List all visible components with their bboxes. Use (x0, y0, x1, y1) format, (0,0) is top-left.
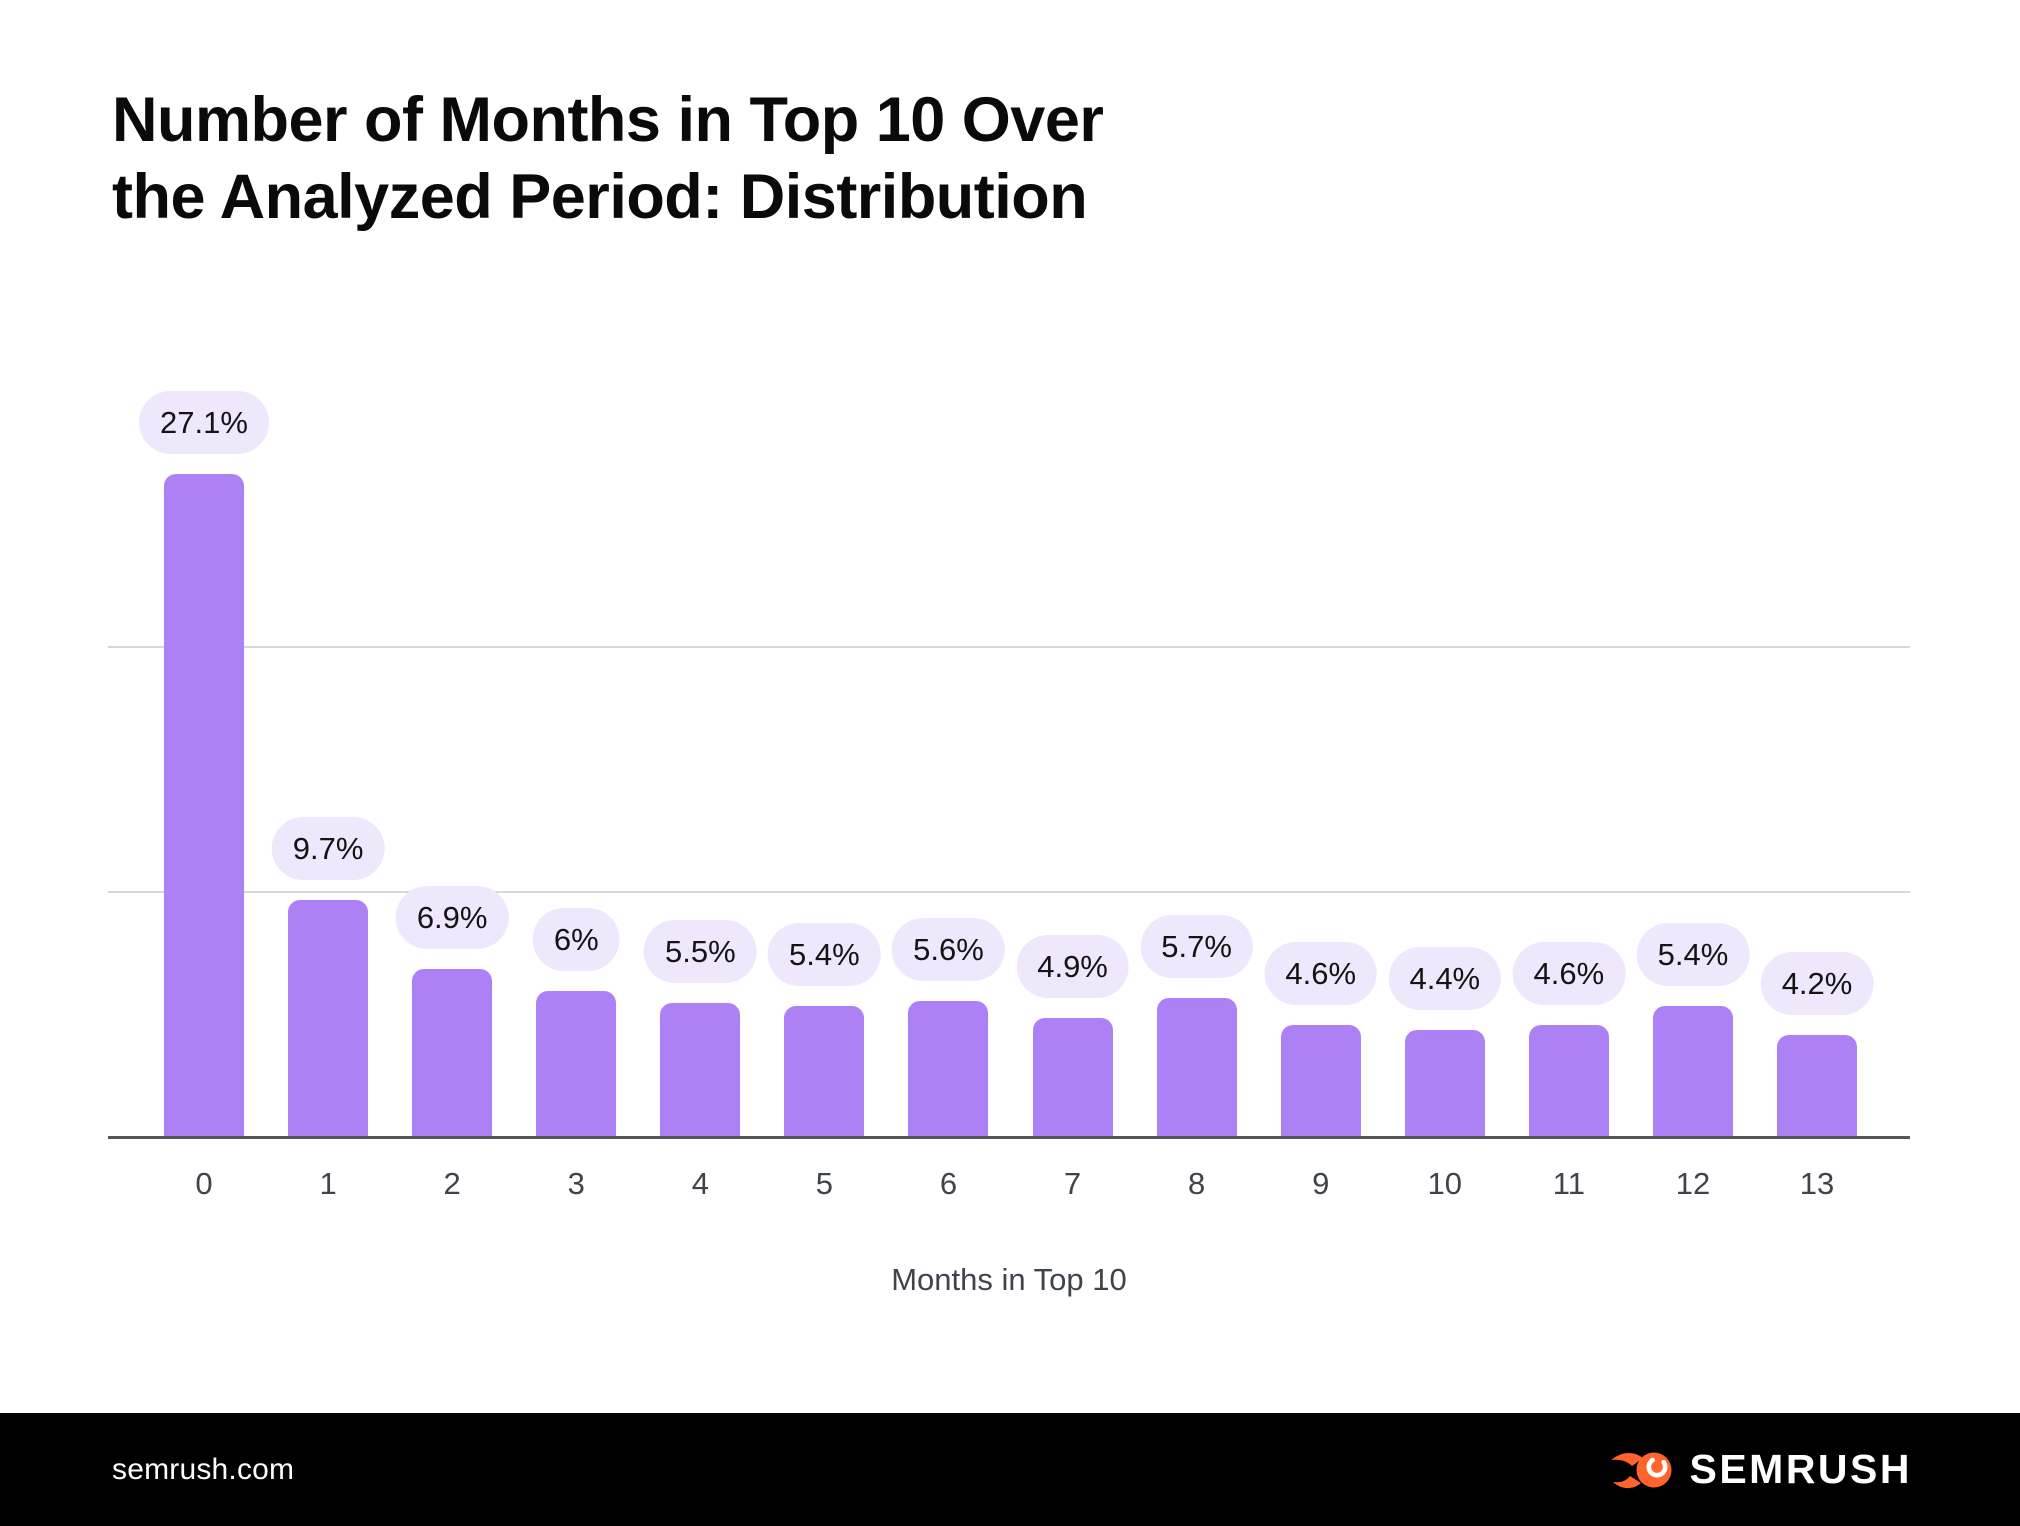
x-axis-title: Months in Top 10 (891, 1262, 1127, 1297)
value-label-pill: 5.4% (768, 923, 881, 986)
value-label-pill: 9.7% (271, 817, 385, 880)
gridline-10pct (108, 891, 1910, 893)
value-label-pill: 6.9% (395, 886, 509, 949)
value-label-pill: 4.2% (1760, 952, 1874, 1015)
value-label-pill: 5.7% (1140, 915, 1253, 978)
x-tick-label: 2 (443, 1166, 461, 1201)
value-label-pill: 6% (532, 908, 620, 971)
x-tick-label: 10 (1427, 1166, 1463, 1201)
bar (1404, 1030, 1485, 1138)
semrush-flame-icon (1611, 1452, 1672, 1488)
bar (288, 900, 369, 1138)
bar (536, 991, 617, 1138)
value-label-pill: 4.4% (1388, 947, 1502, 1010)
chart-title: Number of Months in Top 10 Over the Anal… (112, 85, 1104, 232)
x-tick-label: 3 (567, 1166, 585, 1201)
value-label-pill: 4.6% (1512, 942, 1626, 1005)
value-label-pill: 5.5% (643, 920, 757, 983)
x-tick-label: 9 (1312, 1166, 1330, 1201)
x-axis-ticks: 0 1 2 3 4 5 6 7 8 9 10 11 12 13 (108, 1168, 1910, 1208)
bar (784, 1006, 865, 1138)
bar (164, 474, 244, 1138)
bar (1528, 1025, 1609, 1138)
x-tick-label: 4 (691, 1166, 709, 1201)
bar (1652, 1006, 1733, 1138)
x-axis-line (108, 1136, 1910, 1139)
x-tick-label: 13 (1799, 1166, 1835, 1201)
x-tick-label: 7 (1063, 1166, 1082, 1201)
bar (1156, 998, 1237, 1138)
x-tick-label: 5 (815, 1166, 834, 1201)
value-label-pill: 4.6% (1264, 942, 1378, 1005)
footer: semrush.com SEMRUSH (0, 1413, 2020, 1526)
x-tick-label: 1 (319, 1166, 337, 1201)
x-tick-label: 11 (1552, 1166, 1585, 1201)
bar (1280, 1025, 1361, 1138)
value-label-pill: 5.6% (892, 918, 1005, 981)
bar (660, 1003, 741, 1138)
bar (1032, 1018, 1113, 1138)
gridline-20pct (108, 646, 1910, 648)
x-tick-label: 6 (939, 1166, 958, 1201)
bar (1777, 1035, 1858, 1138)
x-tick-label: 0 (195, 1166, 213, 1201)
value-label-pill: 4.9% (1016, 935, 1129, 998)
semrush-logo: SEMRUSH (1610, 1446, 1912, 1493)
bar (908, 1001, 989, 1138)
value-label-pill: 27.1% (139, 391, 269, 454)
plot-area: 27.1% 9.7% 6.9% 6% 5.5% 5.4% 5.6% 4.9% 5.7% 4.6% 4… (108, 330, 1910, 1139)
x-tick-label: 12 (1675, 1166, 1711, 1201)
semrush-logo-text: SEMRUSH (1689, 1446, 1912, 1492)
website-url: semrush.com (112, 1452, 295, 1486)
value-label-pill: 5.4% (1636, 923, 1750, 986)
x-tick-label: 8 (1188, 1166, 1206, 1201)
bar (412, 969, 493, 1138)
